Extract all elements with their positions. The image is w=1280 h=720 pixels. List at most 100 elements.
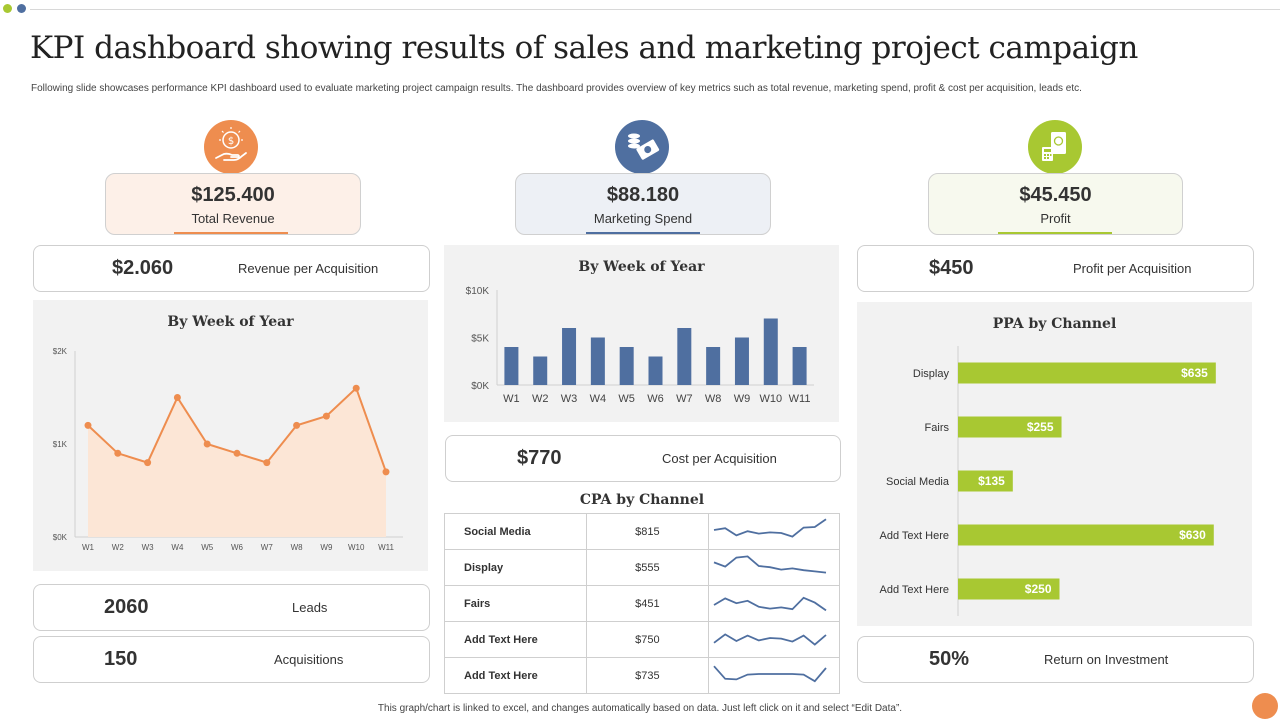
calculator-document-icon <box>1028 120 1082 174</box>
ppa-bar-chart-panel: PPA by Channel $635 Display $255 Fairs $135 S… <box>857 302 1252 626</box>
bar <box>619 347 634 385</box>
kpi-value: $88.180 <box>606 184 680 206</box>
card-label: Return on Investment <box>1044 652 1169 667</box>
bar-value-label: $250 <box>1025 582 1052 596</box>
sparkline <box>713 596 827 612</box>
table-row: Social Media $815 <box>444 513 841 550</box>
bar-value-label: $135 <box>978 474 1005 488</box>
bar <box>504 347 519 385</box>
kpi-underline <box>586 232 700 234</box>
x-tick-label: W7 <box>676 393 693 405</box>
y-tick-label: $2K <box>53 347 68 356</box>
table-row: Add Text Here $750 <box>444 621 841 658</box>
x-tick-label: W9 <box>320 543 333 552</box>
category-label: Add Text Here <box>879 530 949 542</box>
card-value: 2060 <box>104 596 149 618</box>
y-tick-label: $5K <box>471 334 489 345</box>
x-tick-label: W11 <box>378 543 394 552</box>
bar <box>958 416 1062 438</box>
page-title: KPI dashboard showing results of sales a… <box>30 30 1138 66</box>
card-value: $2.060 <box>112 257 174 279</box>
chart-title: By Week of Year <box>167 314 294 330</box>
decor-dot-blue <box>17 4 26 13</box>
sparkline <box>713 633 827 646</box>
bar-value-label: $635 <box>1181 366 1208 380</box>
y-tick-label: $0K <box>53 533 68 542</box>
card-label: Leads <box>292 600 328 615</box>
money-hand-icon: $ <box>204 120 258 174</box>
coins-cash-icon <box>615 120 669 174</box>
data-point <box>114 449 122 457</box>
channel-name: Add Text Here <box>444 657 587 694</box>
x-tick-label: W7 <box>261 543 274 552</box>
data-point <box>293 421 301 429</box>
x-tick-label: W2 <box>532 393 549 405</box>
bar <box>706 347 721 385</box>
weekly-bar-chart-panel: By Week of Year $0K $5K $10K W1 W2 W3 W4 W5 W6 W7… <box>444 245 839 422</box>
sparkline <box>713 665 827 683</box>
x-tick-label: W11 <box>789 393 811 405</box>
horizontal-bar-chart: $635 Display $255 Fairs $135 Social Media $630… <box>879 346 1216 616</box>
sparkline <box>713 555 827 574</box>
kpi-underline <box>998 232 1112 234</box>
kpi-value: $125.400 <box>191 184 275 206</box>
area-chart: $0K $1K $2K W1 W2 W3 W4 W5 W6 W7 W8 W9 W10 W11 <box>53 347 403 552</box>
data-point <box>352 384 360 392</box>
x-tick-label: W1 <box>503 393 519 405</box>
x-tick-label: W5 <box>618 393 635 405</box>
category-label: Add Text Here <box>879 584 949 596</box>
bar <box>958 578 1060 600</box>
footer-note: This graph/chart is linked to excel, and… <box>377 703 903 714</box>
x-tick-label: W6 <box>647 393 664 405</box>
data-point <box>84 421 92 429</box>
chart-title: By Week of Year <box>578 259 705 275</box>
sparkline <box>713 518 827 538</box>
kpi-profit: $45.450 Profit <box>928 173 1183 235</box>
trend-cell <box>707 513 841 550</box>
card-profit-per-acquisition: $450 Profit per Acquisition <box>857 245 1254 292</box>
channel-name: Social Media <box>444 513 587 550</box>
channel-cpa-value: $451 <box>585 585 709 622</box>
x-tick-label: W10 <box>759 393 782 405</box>
x-tick-label: W2 <box>112 543 125 552</box>
data-point <box>233 449 241 457</box>
bar-chart: $0K $5K $10K W1 W2 W3 W4 W5 W6 W7 W8 W9 W10 W11 <box>466 286 814 405</box>
card-value: 150 <box>104 648 138 670</box>
card-label: Revenue per Acquisition <box>238 261 379 276</box>
bar <box>533 356 548 385</box>
card-value: $450 <box>929 257 974 279</box>
sparkline-chart <box>713 633 827 646</box>
data-point <box>322 412 330 420</box>
cpa-table-title: CPA by Channel <box>579 492 705 508</box>
sparkline-chart <box>713 665 827 683</box>
card-value: 50% <box>929 648 970 670</box>
card-revenue-per-acquisition: $2.060 Revenue per Acquisition <box>33 245 430 292</box>
kpi-label: Profit <box>1040 211 1071 226</box>
x-tick-label: W8 <box>705 393 722 405</box>
channel-cpa-value: $750 <box>585 621 709 658</box>
card-label: Cost per Acquisition <box>662 451 777 466</box>
card-cost-per-acquisition: $770 Cost per Acquisition <box>445 435 841 482</box>
area-fill <box>88 388 386 537</box>
x-tick-label: W8 <box>291 543 304 552</box>
data-point <box>144 459 152 467</box>
x-tick-label: W6 <box>231 543 244 552</box>
channel-cpa-value: $735 <box>585 657 709 694</box>
x-tick-label: W3 <box>142 543 155 552</box>
card-acquisitions: 150 Acquisitions <box>33 636 430 683</box>
table-row: Add Text Here $735 <box>444 657 841 694</box>
category-label: Social Media <box>886 476 950 488</box>
channel-name: Add Text Here <box>444 621 587 658</box>
channel-name: Fairs <box>444 585 587 622</box>
channel-cpa-value: $555 <box>585 549 709 586</box>
bar <box>763 318 778 385</box>
kpi-marketing-spend: $88.180 Marketing Spend <box>515 173 771 235</box>
bar <box>677 328 692 385</box>
card-value: $770 <box>517 447 562 469</box>
data-point <box>203 440 211 448</box>
table-row: Fairs $451 <box>444 585 841 622</box>
kpi-value: $45.450 <box>1019 184 1092 206</box>
channel-name: Display <box>444 549 587 586</box>
trend-cell <box>707 657 841 694</box>
trend-cell <box>707 585 841 622</box>
